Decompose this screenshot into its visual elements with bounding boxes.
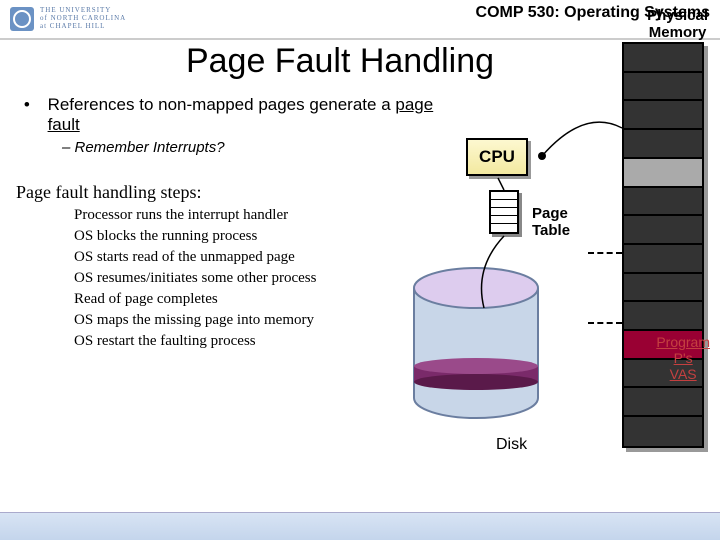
memory-cell	[624, 245, 702, 274]
vas-label: Program P's VAS	[656, 334, 710, 382]
dashed-line	[588, 322, 622, 324]
diagram: Physical Memory CPU Page Table Program P…	[454, 8, 714, 508]
university-logo: THE UNIVERSITY of NORTH CAROLINA at CHAP…	[10, 7, 126, 31]
dashed-line	[588, 252, 622, 254]
step-item: OS blocks the running process	[74, 226, 460, 247]
memory-cell	[624, 130, 702, 159]
disk-label: Disk	[496, 436, 527, 454]
bullet-lead: References to non-mapped pages generate …	[48, 95, 396, 114]
footer-bar	[0, 512, 720, 540]
memory-cell	[624, 388, 702, 417]
memory-cell	[624, 101, 702, 130]
physical-memory-label: Physical Memory	[647, 8, 708, 41]
memory-cell	[624, 302, 702, 331]
cpu-box: CPU	[466, 138, 528, 176]
memory-cell	[624, 159, 702, 188]
steps-heading: Page fault handling steps:	[16, 182, 460, 203]
main-bullet: • References to non-mapped pages generat…	[18, 95, 460, 135]
memory-cell	[624, 216, 702, 245]
memory-cell	[624, 188, 702, 217]
memory-cell	[624, 44, 702, 73]
page-table-box	[489, 190, 519, 234]
bullet-text: References to non-mapped pages generate …	[48, 95, 460, 135]
bullet-icon: •	[18, 95, 36, 115]
memory-cell	[624, 73, 702, 102]
sub-bullet: – Remember Interrupts?	[18, 139, 460, 156]
step-item: Processor runs the interrupt handler	[74, 205, 460, 226]
page-table-label: Page Table	[532, 206, 570, 239]
content-region: • References to non-mapped pages generat…	[0, 81, 460, 352]
memory-cell	[624, 417, 702, 446]
logo-icon	[10, 7, 34, 31]
disk-icon	[396, 258, 556, 428]
physical-memory-stack	[622, 42, 704, 448]
uni-line3: at CHAPEL HILL	[40, 23, 126, 31]
logo-text: THE UNIVERSITY of NORTH CAROLINA at CHAP…	[40, 7, 126, 30]
memory-cell	[624, 274, 702, 303]
